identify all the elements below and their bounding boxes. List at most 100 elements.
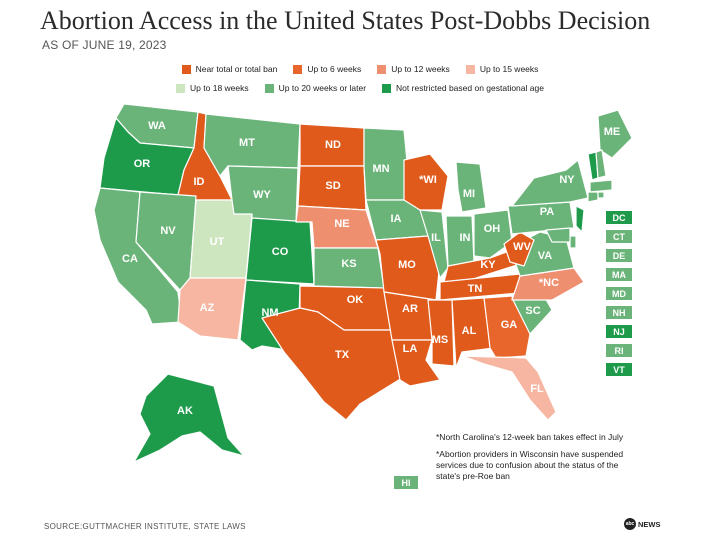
state-ar — [383, 291, 437, 341]
state-box-hi: HI — [394, 476, 418, 489]
legend-swatch-6-weeks — [293, 64, 303, 74]
small-state-box-de: DE — [606, 249, 632, 262]
state-label-mi: MI — [463, 188, 475, 200]
state-label-va: VA — [538, 250, 553, 262]
state-label-wv: WV — [513, 241, 531, 253]
legend-label: Near total or total ban — [195, 64, 278, 74]
state-label-me: ME — [604, 126, 621, 138]
small-state-box-ma: MA — [606, 268, 632, 281]
small-state-box-nh: NH — [606, 306, 632, 319]
state-label-nv: NV — [160, 225, 176, 237]
state-mi — [455, 161, 487, 213]
state-label-ar: AR — [402, 303, 418, 315]
state-label-tn: TN — [468, 283, 483, 295]
legend-item-18-weeks: Up to 18 weeks — [176, 83, 249, 93]
legend-label: Up to 6 weeks — [307, 64, 362, 74]
state-label-in: IN — [460, 232, 471, 244]
legend-swatch-15-weeks — [465, 64, 475, 74]
state-label-nd: ND — [325, 139, 341, 151]
legend-item-not-restricted: Not restricted based on gestational age — [382, 83, 544, 93]
state-label-ny: NY — [559, 174, 575, 186]
state-fl — [461, 355, 557, 421]
legend-label: Up to 18 weeks — [190, 83, 249, 93]
state-label-pa: PA — [540, 206, 555, 218]
legend-item-12-weeks: Up to 12 weeks — [377, 64, 450, 74]
state-label-fl: FL — [530, 383, 544, 395]
state-label-sc: SC — [525, 305, 540, 317]
legend-label: Up to 12 weeks — [391, 64, 450, 74]
page-subtitle: AS OF JUNE 19, 2023 — [42, 38, 167, 52]
state-label-wi: *WI — [419, 174, 437, 186]
legend-row-1: Near total or total ban Up to 6 weeks Up… — [0, 64, 720, 74]
state-label-ak: AK — [177, 405, 193, 417]
small-state-box-ri: RI — [606, 344, 632, 357]
state-nh — [595, 149, 607, 179]
state-ak — [133, 373, 245, 463]
abc-logo-icon: abc — [624, 518, 636, 530]
state-label-il: IL — [431, 232, 441, 244]
state-label-co: CO — [272, 246, 289, 258]
footnotes: *North Carolina's 12-week ban takes effe… — [436, 432, 626, 488]
state-label-nc: *NC — [539, 277, 559, 289]
state-label-ut: UT — [210, 236, 225, 248]
state-label-ky: KY — [480, 259, 496, 271]
state-wi — [403, 153, 449, 211]
state-wy — [227, 165, 299, 223]
state-label-ga: GA — [501, 319, 518, 331]
legend-item-20-weeks: Up to 20 weeks or later — [264, 83, 367, 93]
state-label-mt: MT — [239, 137, 255, 149]
legend-item-6-weeks: Up to 6 weeks — [293, 64, 361, 74]
state-label-or: OR — [134, 158, 151, 170]
state-de — [569, 235, 577, 249]
small-state-box-ct: CT — [606, 230, 632, 243]
legend-swatch-ban — [181, 64, 191, 74]
state-label-al: AL — [462, 325, 477, 337]
state-label-id: ID — [194, 176, 205, 188]
legend-label: Up to 15 weeks — [479, 64, 539, 74]
state-label-ks: KS — [341, 258, 356, 270]
state-label-az: AZ — [200, 302, 215, 314]
logo-text: NEWS — [638, 519, 661, 529]
legend-swatch-20-weeks — [264, 83, 274, 93]
state-label-ne: NE — [334, 218, 349, 230]
small-states-list: DC CT DE MA MD NH NJ RI VT — [606, 211, 632, 376]
page-title: Abortion Access in the United States Pos… — [40, 6, 651, 35]
legend-label: Up to 20 weeks or later — [278, 83, 367, 93]
legend-swatch-18-weeks — [176, 83, 186, 93]
legend-label: Not restricted based on gestational age — [396, 83, 544, 93]
state-me — [597, 109, 633, 159]
small-state-box-dc: DC — [606, 211, 632, 224]
state-ny — [511, 159, 589, 207]
footnote-nc: *North Carolina's 12-week ban takes effe… — [436, 432, 624, 442]
legend-row-2: Up to 18 weeks Up to 20 weeks or later N… — [0, 83, 720, 93]
state-label-la: LA — [403, 343, 418, 355]
state-label-ca: CA — [122, 253, 138, 265]
state-md — [545, 227, 571, 243]
small-state-box-md: MD — [606, 287, 632, 300]
state-label-nm: NM — [261, 307, 278, 319]
legend-swatch-not-restricted — [382, 83, 392, 93]
state-label-tx: TX — [335, 349, 350, 361]
footnote-wi: *Abortion providers in Wisconsin have su… — [436, 449, 624, 481]
small-state-box-nj: NJ — [606, 325, 632, 338]
state-tx — [261, 307, 403, 421]
state-ct — [587, 191, 599, 203]
state-al — [451, 297, 495, 369]
state-label-ms: MS — [432, 334, 449, 346]
legend-item-15-weeks: Up to 15 weeks — [465, 64, 539, 74]
state-oh — [473, 209, 513, 259]
state-label-ok: OK — [347, 294, 364, 306]
state-ms — [427, 299, 455, 367]
state-label-mn: MN — [372, 163, 389, 175]
state-label-wy: WY — [253, 189, 271, 201]
abc-news-logo: abc NEWS — [624, 518, 661, 530]
state-nj — [575, 205, 585, 233]
source-credit: SOURCE:GUTTMACHER INSTITUTE, STATE LAWS — [44, 522, 246, 531]
legend-item-ban: Near total or total ban — [181, 64, 278, 74]
small-state-box-vt: VT — [606, 363, 632, 376]
state-ri — [597, 191, 605, 199]
state-il — [419, 209, 449, 279]
state-label-mo: MO — [398, 259, 416, 271]
state-label-sd: SD — [325, 180, 340, 192]
